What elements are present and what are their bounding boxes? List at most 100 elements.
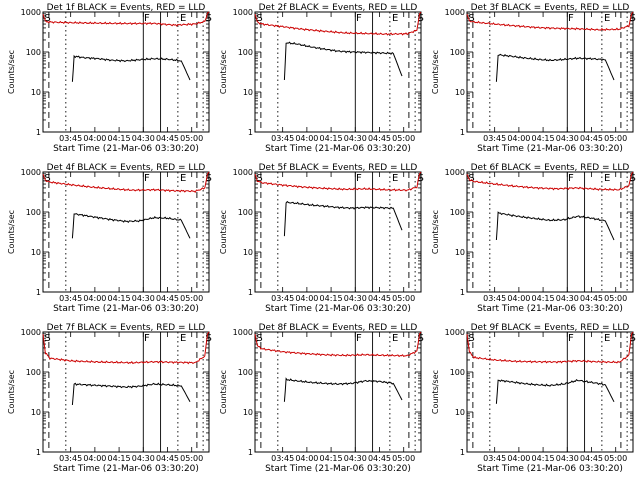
time-marker-label: E [604, 333, 610, 344]
time-marker-label: F [144, 173, 150, 184]
time-marker-label: S [206, 333, 212, 344]
panel-title: Det 6f BLACK = Events, RED = LLD [471, 163, 630, 173]
x-tick-label: 04:45 [368, 294, 391, 303]
events-series [495, 211, 615, 241]
lld-series [254, 11, 422, 36]
x-axis-label: Start Time (21-Mar-06 03:30:20) [477, 144, 623, 154]
time-marker-label: S [468, 173, 474, 184]
time-marker-label: S [44, 173, 50, 184]
x-tick-label: 05:00 [392, 454, 415, 463]
y-axis-label: Counts/sec [219, 210, 228, 254]
y-axis-label: Counts/sec [431, 50, 440, 94]
y-tick-label: 1000 [233, 328, 253, 337]
events-series [71, 382, 191, 406]
time-marker-label: F [356, 173, 362, 184]
x-tick-label: 04:00 [83, 294, 106, 303]
y-axis-label: Counts/sec [219, 370, 228, 414]
events-series [283, 41, 403, 81]
lld-series [42, 171, 210, 193]
x-axis-label: Start Time (21-Mar-06 03:30:20) [53, 144, 199, 154]
lld-series [466, 171, 634, 191]
x-tick-label: 04:45 [368, 454, 391, 463]
x-tick-label: 04:30 [132, 454, 155, 463]
plot-frame [466, 171, 634, 293]
x-tick-label: 04:15 [108, 454, 131, 463]
x-tick-label: 05:00 [180, 454, 203, 463]
x-tick-label: 04:30 [344, 454, 367, 463]
panel-7: Det 7f BLACK = Events, RED = LLD 1 10 100 10… [7, 323, 212, 474]
x-tick-label: 03:45 [271, 134, 294, 143]
events-series [283, 377, 403, 402]
x-tick-label: 04:45 [156, 454, 179, 463]
x-tick-label: 04:15 [320, 294, 343, 303]
x-tick-label: 05:00 [180, 294, 203, 303]
plot-frame [254, 11, 422, 133]
panel-title: Det 1f BLACK = Events, RED = LLD [47, 3, 206, 13]
x-tick-label: 04:00 [295, 454, 318, 463]
panel-title: Det 5f BLACK = Events, RED = LLD [259, 163, 418, 173]
time-marker-label: E [604, 173, 610, 184]
lld-series [254, 331, 422, 358]
y-tick-label: 1000 [445, 168, 465, 177]
events-series [495, 378, 615, 404]
x-tick-label: 04:15 [108, 294, 131, 303]
x-tick-label: 04:30 [344, 134, 367, 143]
lld-series [466, 331, 634, 364]
time-marker-label: S [468, 13, 474, 24]
y-tick-label: 100 [450, 368, 465, 377]
x-tick-label: 04:15 [532, 454, 555, 463]
y-tick-label: 1000 [21, 168, 41, 177]
panel-9: Det 9f BLACK = Events, RED = LLD 1 10 100 10… [431, 323, 636, 474]
y-tick-label: 10 [31, 248, 41, 257]
time-marker-label: S [468, 333, 474, 344]
y-tick-label: 100 [238, 48, 253, 57]
time-marker-label: S [630, 173, 636, 184]
x-tick-label: 04:45 [580, 454, 603, 463]
y-tick-label: 100 [450, 208, 465, 217]
y-tick-label: 1 [460, 128, 465, 137]
time-marker-label: S [256, 333, 262, 344]
x-tick-label: 04:15 [532, 134, 555, 143]
time-marker-label: F [568, 333, 574, 344]
y-tick-label: 1 [36, 448, 41, 457]
y-tick-label: 10 [455, 248, 465, 257]
panel-title: Det 2f BLACK = Events, RED = LLD [259, 3, 418, 13]
time-marker-label: E [392, 13, 398, 24]
x-tick-label: 05:00 [392, 134, 415, 143]
y-tick-label: 1000 [21, 328, 41, 337]
panel-title: Det 9f BLACK = Events, RED = LLD [471, 323, 630, 333]
y-tick-label: 100 [26, 208, 41, 217]
time-marker-label: S [630, 333, 636, 344]
time-marker-label: E [180, 173, 186, 184]
x-tick-label: 04:00 [507, 134, 530, 143]
x-tick-label: 04:45 [156, 134, 179, 143]
x-axis-label: Start Time (21-Mar-06 03:30:20) [477, 304, 623, 314]
time-marker-label: S [206, 173, 212, 184]
events-series [71, 213, 191, 239]
y-tick-label: 100 [238, 368, 253, 377]
y-tick-label: 1 [460, 448, 465, 457]
time-marker-label: F [144, 333, 150, 344]
x-tick-label: 05:00 [180, 134, 203, 143]
x-tick-label: 04:45 [156, 294, 179, 303]
y-tick-label: 100 [450, 48, 465, 57]
panel-1: Det 1f BLACK = Events, RED = LLD 1 10 100 10… [7, 3, 212, 154]
time-marker-label: S [206, 13, 212, 24]
plot-frame [466, 331, 634, 453]
panel-5: Det 5f BLACK = Events, RED = LLD 1 10 100 10… [219, 163, 424, 314]
x-tick-label: 03:45 [59, 454, 82, 463]
lld-series [42, 331, 210, 365]
y-tick-label: 1000 [233, 168, 253, 177]
time-marker-label: F [568, 173, 574, 184]
panel-3: Det 3f BLACK = Events, RED = LLD 1 10 100 10… [431, 3, 636, 154]
x-tick-label: 04:45 [368, 134, 391, 143]
y-tick-label: 1000 [445, 8, 465, 17]
y-tick-label: 100 [26, 368, 41, 377]
panel-6: Det 6f BLACK = Events, RED = LLD 1 10 100 10… [431, 163, 636, 314]
y-tick-label: 100 [238, 208, 253, 217]
x-tick-label: 04:30 [556, 454, 579, 463]
time-marker-label: S [630, 13, 636, 24]
lld-series [254, 171, 422, 192]
plot-frame [254, 171, 422, 293]
events-series [283, 200, 403, 237]
